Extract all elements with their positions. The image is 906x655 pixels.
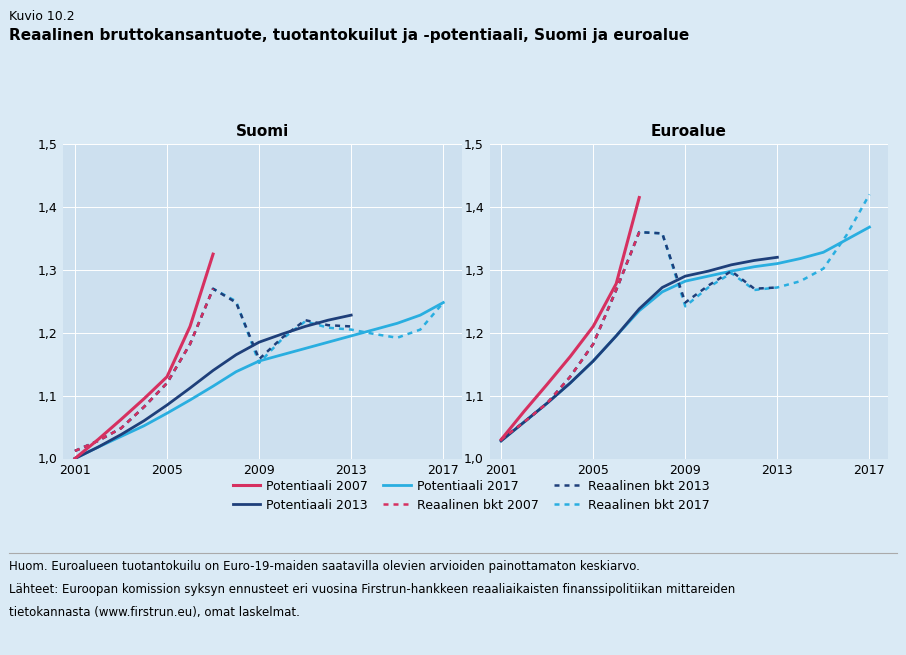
Text: tietokannasta (www.firstrun.eu), omat laskelmat.: tietokannasta (www.firstrun.eu), omat la…: [9, 606, 300, 619]
Text: Kuvio 10.2: Kuvio 10.2: [9, 10, 74, 23]
Title: Euroalue: Euroalue: [651, 124, 727, 139]
Text: Lähteet: Euroopan komission syksyn ennusteet eri vuosina Firstrun-hankkeen reaal: Lähteet: Euroopan komission syksyn ennus…: [9, 583, 736, 596]
Text: Huom. Euroalueen tuotantokuilu on Euro-19-maiden saatavilla olevien arvioiden pa: Huom. Euroalueen tuotantokuilu on Euro-1…: [9, 560, 640, 573]
Title: Suomi: Suomi: [236, 124, 289, 139]
Text: Reaalinen bruttokansantuote, tuotantokuilut ja -potentiaali, Suomi ja euroalue: Reaalinen bruttokansantuote, tuotantokui…: [9, 28, 689, 43]
Legend: Potentiaali 2007, Potentiaali 2013, Potentiaali 2017, Reaalinen bkt 2007, Reaali: Potentiaali 2007, Potentiaali 2013, Pote…: [227, 475, 715, 517]
